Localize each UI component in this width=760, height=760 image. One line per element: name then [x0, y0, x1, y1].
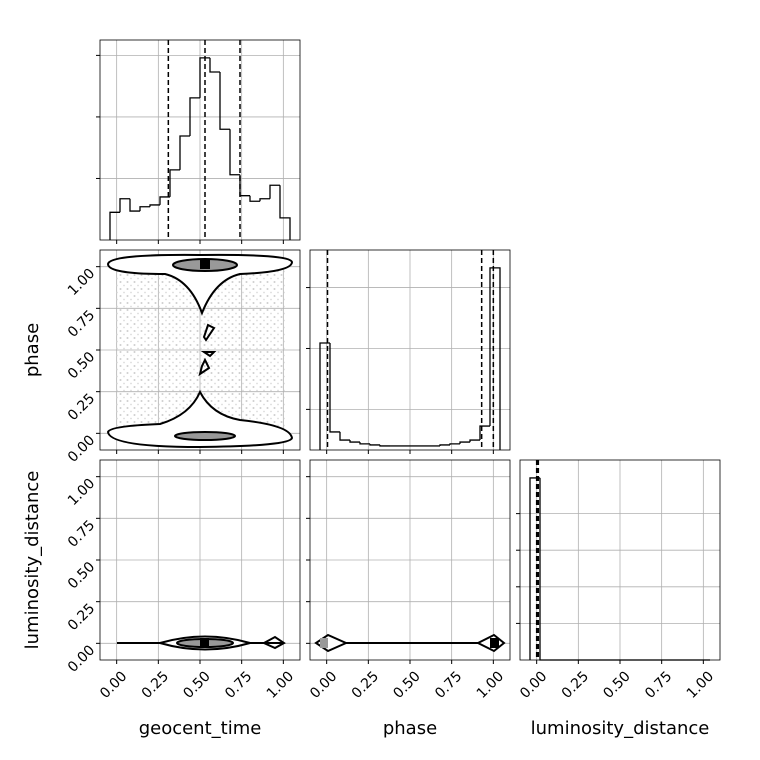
y-tick-label: 1.00	[65, 266, 98, 299]
x-tick-label: 0.75	[432, 668, 465, 701]
histogram-bin	[369, 443, 380, 446]
x-tick-label: 0.25	[349, 668, 382, 701]
density-peak	[320, 638, 328, 648]
y-tick-label: 0.25	[65, 601, 98, 634]
contours	[106, 253, 506, 653]
histogram-bin	[139, 206, 150, 212]
contour	[106, 389, 294, 449]
y-tick-label: 0.75	[65, 307, 98, 340]
contour	[198, 323, 217, 377]
histogram-bin	[339, 431, 350, 441]
y-tick-label: 0.50	[65, 349, 98, 382]
x-axis-title: phase	[383, 718, 437, 739]
contour	[174, 431, 236, 441]
panel-frame	[309, 459, 511, 661]
histogram-bin	[259, 198, 270, 202]
histogram-bin	[109, 211, 120, 240]
x-tick-label: 0.00	[97, 668, 130, 701]
y-tick-label: 0.00	[65, 642, 98, 675]
panel-frame	[99, 39, 301, 241]
x-tick-label: 0.75	[222, 668, 255, 701]
histogram-bin	[279, 185, 291, 240]
histogram-bin	[119, 198, 130, 213]
x-tick-label: 0.75	[642, 668, 675, 701]
histogram-bin	[149, 204, 160, 207]
histogram-bin	[539, 477, 550, 661]
x-tick-label: 0.00	[517, 668, 550, 701]
density-peak	[490, 638, 499, 648]
x-axis-title: luminosity_distance	[531, 718, 710, 739]
histogram-bin	[269, 184, 280, 199]
panel-frame	[309, 249, 511, 451]
histogram-bin	[169, 169, 180, 197]
y-axis-title: luminosity_distance	[22, 471, 43, 650]
contour	[261, 635, 286, 650]
histogram-bin	[219, 72, 230, 130]
panel-frame	[99, 249, 301, 451]
x-tick-label: 1.00	[474, 668, 507, 701]
x-tick-label: 0.25	[139, 668, 172, 701]
x-tick-label: 0.50	[180, 668, 213, 701]
histogram-bin	[229, 129, 240, 176]
histogram-bin	[189, 97, 200, 136]
histogram-bin	[159, 196, 170, 205]
histogram-bin	[179, 135, 190, 170]
y-tick-label: 1.00	[65, 476, 98, 509]
histogram-bin	[199, 57, 210, 98]
histogram-bin	[439, 444, 450, 446]
histogram-bin	[329, 342, 340, 433]
x-axis-title: geocent_time	[139, 718, 262, 739]
histogram-bin	[359, 442, 370, 445]
x-tick-label: 0.00	[307, 668, 340, 701]
histogram-bin	[449, 443, 460, 445]
contour	[106, 253, 294, 316]
x-tick-label: 0.50	[390, 668, 423, 701]
y-axis-title: phase	[22, 323, 43, 377]
histogram-bin	[249, 195, 260, 202]
histogram-bin	[379, 444, 390, 447]
histogram-bin	[489, 267, 501, 450]
histogram-bin	[459, 441, 470, 444]
y-tick-label: 0.25	[65, 391, 98, 424]
histogram-bin	[469, 439, 480, 443]
x-tick-label: 0.50	[600, 668, 633, 701]
y-tick-label: 0.75	[65, 517, 98, 550]
histogram-bin	[129, 198, 140, 212]
histogram-bin	[319, 342, 330, 450]
y-tick-label: 0.00	[65, 432, 98, 465]
x-tick-label: 1.00	[264, 668, 297, 701]
x-tick-label: 0.25	[559, 668, 592, 701]
y-tick-label: 0.50	[65, 559, 98, 592]
histogram-bin	[479, 425, 490, 441]
panel-frame	[519, 459, 721, 661]
density-peak	[200, 638, 209, 648]
panel-frame	[99, 459, 301, 661]
density-peak	[200, 260, 210, 269]
histogram-bin	[209, 57, 220, 73]
histogram-bin	[349, 440, 360, 443]
x-tick-label: 1.00	[684, 668, 717, 701]
